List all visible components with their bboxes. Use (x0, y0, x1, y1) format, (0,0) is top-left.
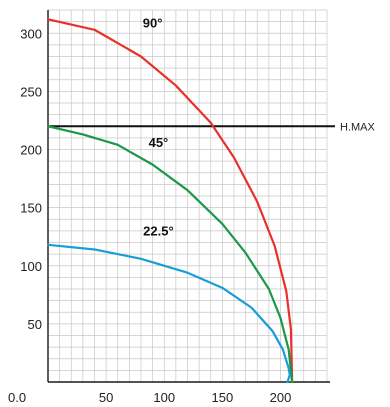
y-tick-label: 50 (28, 317, 42, 332)
y-tick-label: 250 (20, 84, 42, 99)
series-line-0 (46, 18, 294, 384)
x-tick-label: 0.0 (8, 390, 26, 405)
series (46, 18, 294, 384)
h-max-label: H.MAX (340, 121, 376, 133)
x-tick-label: 150 (212, 390, 234, 405)
reference-lines: H.MAX (48, 121, 376, 133)
x-tick-labels: 0.0 50 100 150 200 (8, 390, 291, 405)
y-tick-labels: 50 100 150 200 250 300 (20, 26, 42, 332)
axes (47, 10, 330, 383)
y-tick-label: 200 (20, 143, 42, 158)
y-tick-label: 100 (20, 259, 42, 274)
x-tick-label: 200 (270, 390, 292, 405)
series-line-1 (46, 125, 294, 384)
series-labels: 90° 45° 22.5° (143, 15, 174, 238)
series-label-2: 22.5° (143, 224, 174, 239)
x-tick-label: 100 (153, 390, 175, 405)
series-line-2 (46, 243, 291, 384)
x-tick-label: 50 (99, 390, 113, 405)
series-label-0: 90° (143, 15, 163, 30)
grid (48, 9, 328, 382)
series-label-1: 45° (149, 135, 169, 150)
y-tick-label: 150 (20, 201, 42, 216)
y-tick-label: 300 (20, 26, 42, 41)
